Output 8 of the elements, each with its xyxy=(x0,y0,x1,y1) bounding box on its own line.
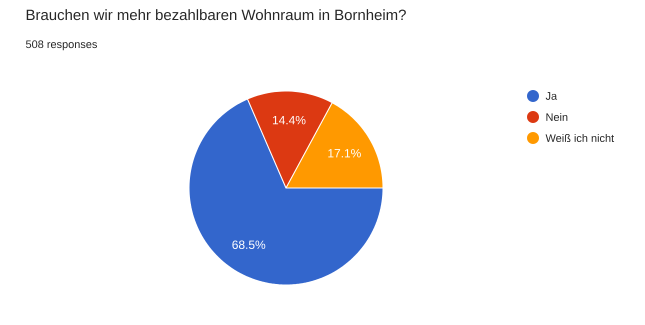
legend-label: Nein xyxy=(546,112,568,122)
data-label: 14.4% xyxy=(272,116,306,124)
legend-label: Ja xyxy=(546,92,558,100)
text: 508 responses xyxy=(26,40,97,50)
data-label: 68.5% xyxy=(232,240,266,249)
chart-title: Brauchen wir mehr bezahlbaren Wohnraum in Bornheim? xyxy=(26,9,406,20)
data-label: 17.1% xyxy=(328,149,361,158)
legend-label: Weiß ich nicht xyxy=(546,134,614,142)
